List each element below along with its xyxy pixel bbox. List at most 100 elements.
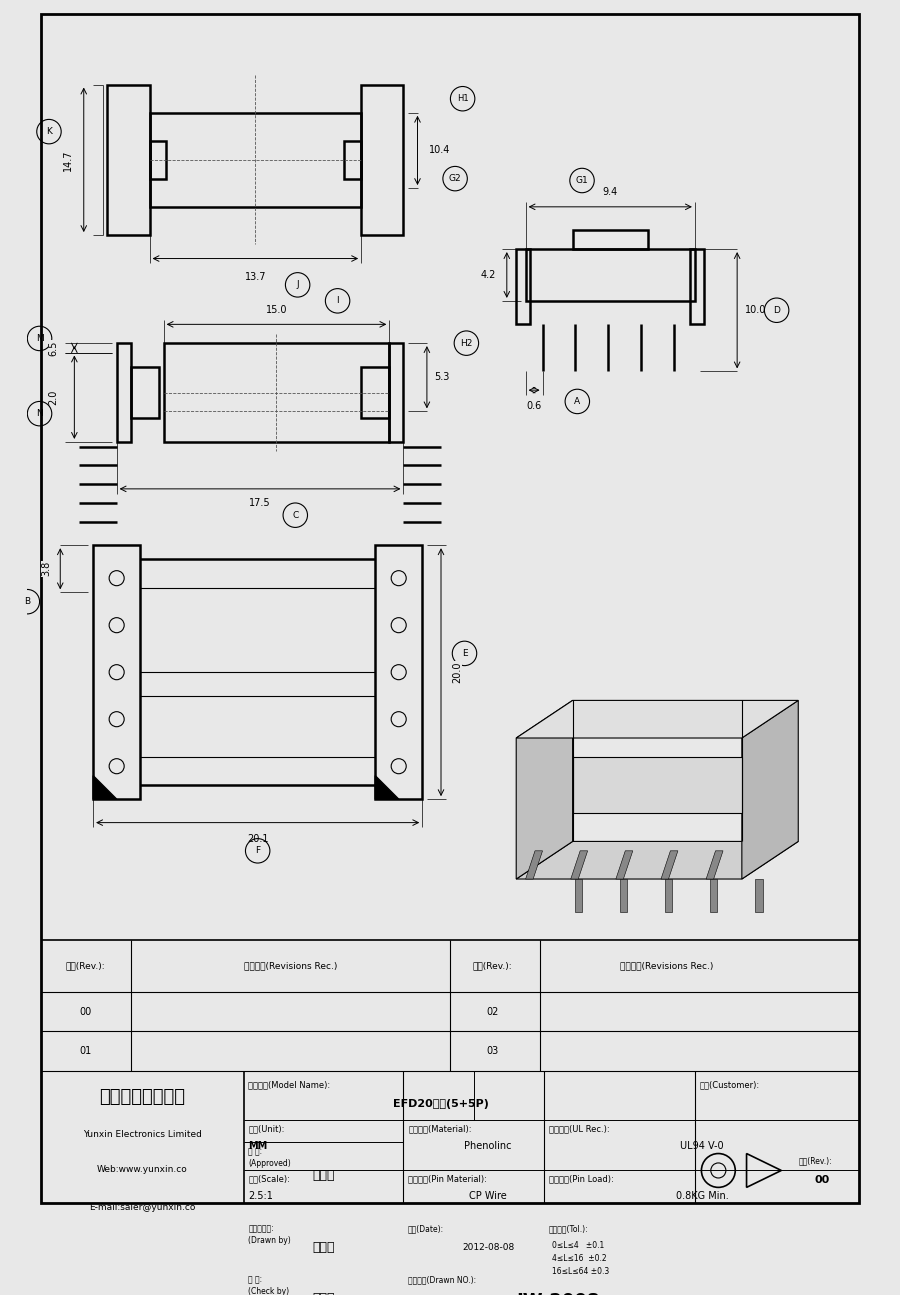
Text: 日期(Date):: 日期(Date): bbox=[408, 1224, 445, 1233]
Text: B: B bbox=[24, 597, 31, 606]
Text: 规格描述(Model Name):: 规格描述(Model Name): bbox=[248, 1080, 330, 1089]
Text: 2.0: 2.0 bbox=[49, 390, 58, 405]
Text: 14.7: 14.7 bbox=[63, 149, 73, 171]
Text: 15.0: 15.0 bbox=[266, 304, 287, 315]
Text: D: D bbox=[773, 306, 780, 315]
Polygon shape bbox=[572, 756, 742, 813]
Text: 版本(Rev.):: 版本(Rev.): bbox=[472, 961, 512, 970]
Polygon shape bbox=[94, 776, 117, 799]
Text: 4.2: 4.2 bbox=[481, 271, 496, 281]
Text: (Drawn by): (Drawn by) bbox=[248, 1237, 291, 1246]
Bar bbox=[130, 366, 159, 418]
Bar bbox=[164, 343, 390, 442]
Polygon shape bbox=[619, 879, 627, 912]
Bar bbox=[517, 249, 530, 324]
Text: 防火等级(UL Rec.):: 防火等级(UL Rec.): bbox=[549, 1124, 609, 1133]
Text: 云芯电子有限公司: 云芯电子有限公司 bbox=[99, 1088, 185, 1106]
Text: 20.1: 20.1 bbox=[247, 834, 268, 844]
Polygon shape bbox=[742, 701, 798, 879]
Text: 刘水强: 刘水强 bbox=[312, 1241, 335, 1254]
Polygon shape bbox=[710, 879, 717, 912]
Text: J: J bbox=[296, 280, 299, 289]
Bar bbox=[526, 249, 695, 300]
Text: 本体材质(Material):: 本体材质(Material): bbox=[408, 1124, 472, 1133]
Text: 9.4: 9.4 bbox=[603, 188, 618, 197]
Bar bbox=[344, 141, 361, 179]
Bar bbox=[149, 141, 166, 179]
Text: 4≤L≤16  ±0.2: 4≤L≤16 ±0.2 bbox=[552, 1255, 607, 1264]
Text: 版本(Rev.):: 版本(Rev.): bbox=[798, 1156, 832, 1166]
Text: 02: 02 bbox=[487, 1006, 499, 1017]
Text: 一般公差(Tol.):: 一般公差(Tol.): bbox=[549, 1224, 589, 1233]
Text: JW-2008: JW-2008 bbox=[517, 1292, 600, 1295]
Polygon shape bbox=[571, 851, 588, 879]
Text: I: I bbox=[337, 297, 339, 306]
Polygon shape bbox=[526, 851, 543, 879]
Bar bbox=[390, 343, 403, 442]
Text: UL94 V-0: UL94 V-0 bbox=[680, 1141, 724, 1151]
Text: 00: 00 bbox=[79, 1006, 92, 1017]
Polygon shape bbox=[706, 851, 723, 879]
Text: 客户(Customer):: 客户(Customer): bbox=[699, 1080, 760, 1089]
Text: 2.5:1: 2.5:1 bbox=[248, 1191, 274, 1200]
Text: 校 对:: 校 对: bbox=[248, 1276, 263, 1285]
Bar bbox=[690, 249, 704, 324]
Text: 10.4: 10.4 bbox=[428, 145, 450, 155]
Text: 01: 01 bbox=[79, 1046, 92, 1055]
Bar bbox=[117, 343, 130, 442]
Text: (Check by): (Check by) bbox=[248, 1287, 290, 1295]
Text: 比例(Scale):: 比例(Scale): bbox=[248, 1175, 290, 1184]
Polygon shape bbox=[616, 851, 633, 879]
Bar bbox=[572, 231, 648, 249]
Text: 工程与设计:: 工程与设计: bbox=[248, 1224, 274, 1233]
Text: Yunxin Electronics Limited: Yunxin Electronics Limited bbox=[83, 1131, 202, 1140]
Bar bbox=[375, 545, 422, 799]
Text: 20.0: 20.0 bbox=[453, 662, 463, 682]
Bar bbox=[361, 366, 390, 418]
Polygon shape bbox=[665, 879, 672, 912]
Text: 单位(Unit):: 单位(Unit): bbox=[248, 1124, 284, 1133]
Text: N: N bbox=[36, 409, 43, 418]
Text: E-mail:saler@yunxin.co: E-mail:saler@yunxin.co bbox=[89, 1203, 195, 1212]
Text: 针脚材质(Pin Material):: 针脚材质(Pin Material): bbox=[408, 1175, 487, 1184]
Bar bbox=[149, 113, 361, 207]
Text: 3.8: 3.8 bbox=[40, 561, 51, 576]
Bar bbox=[94, 545, 140, 799]
Text: C: C bbox=[292, 510, 299, 519]
Text: 16≤L≤64 ±0.3: 16≤L≤64 ±0.3 bbox=[552, 1268, 609, 1277]
Text: 0.6: 0.6 bbox=[526, 401, 542, 412]
Text: Web:www.yunxin.co: Web:www.yunxin.co bbox=[96, 1166, 187, 1175]
Text: F: F bbox=[255, 847, 260, 855]
Text: A: A bbox=[574, 398, 580, 405]
Text: M: M bbox=[36, 334, 43, 343]
Text: 00: 00 bbox=[814, 1175, 830, 1185]
Bar bbox=[361, 84, 403, 234]
Text: G1: G1 bbox=[576, 176, 589, 185]
Text: MM: MM bbox=[248, 1141, 267, 1151]
Text: 针脚拉力(Pin Load):: 针脚拉力(Pin Load): bbox=[549, 1175, 614, 1184]
Text: 13.7: 13.7 bbox=[245, 272, 266, 282]
Text: E: E bbox=[462, 649, 467, 658]
Text: H1: H1 bbox=[457, 95, 468, 104]
Polygon shape bbox=[517, 701, 798, 738]
Polygon shape bbox=[375, 776, 399, 799]
Polygon shape bbox=[755, 879, 762, 912]
Text: 韦景川: 韦景川 bbox=[312, 1292, 335, 1295]
Text: 修改记录(Revisions Rec.): 修改记录(Revisions Rec.) bbox=[244, 961, 338, 970]
Text: 03: 03 bbox=[487, 1046, 499, 1055]
Polygon shape bbox=[574, 879, 582, 912]
Bar bbox=[107, 84, 149, 234]
Polygon shape bbox=[661, 851, 678, 879]
Text: 0≤L≤4   ±0.1: 0≤L≤4 ±0.1 bbox=[552, 1241, 604, 1250]
Polygon shape bbox=[517, 842, 798, 879]
Text: 产品编号(Drawn NO.):: 产品编号(Drawn NO.): bbox=[408, 1276, 476, 1285]
Text: 版本(Rev.):: 版本(Rev.): bbox=[66, 961, 105, 970]
Text: 0.8KG Min.: 0.8KG Min. bbox=[676, 1191, 728, 1200]
Text: 2012-08-08: 2012-08-08 bbox=[462, 1243, 514, 1252]
Polygon shape bbox=[517, 701, 572, 879]
Text: 张生坑: 张生坑 bbox=[312, 1168, 335, 1181]
Text: EFD20卧式(5+5P): EFD20卧式(5+5P) bbox=[393, 1098, 489, 1109]
Text: H2: H2 bbox=[460, 339, 473, 347]
Text: G2: G2 bbox=[449, 174, 462, 183]
Text: 5.3: 5.3 bbox=[435, 372, 450, 382]
